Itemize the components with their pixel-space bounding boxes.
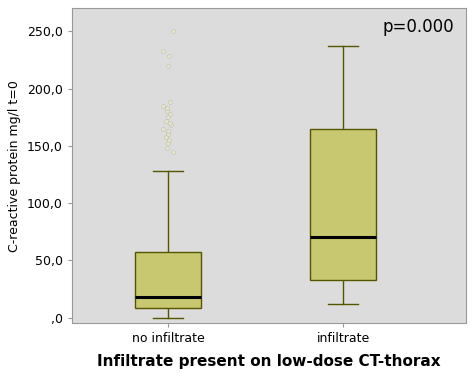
Point [166,99,173,105]
Point [164,109,171,115]
Point [165,54,173,60]
Y-axis label: C-reactive protein mg/l t=0: C-reactive protein mg/l t=0 [9,80,21,252]
Point [164,105,171,111]
Point [166,120,174,126]
Point [167,122,175,128]
Point [170,28,177,34]
Point [159,126,166,132]
Point [162,133,169,139]
Point [164,114,171,120]
X-axis label: Infiltrate present on low-dose CT-thorax: Infiltrate present on low-dose CT-thorax [97,354,440,369]
Point [163,145,170,151]
Point [165,137,173,143]
Point [164,131,172,137]
Text: p=0.000: p=0.000 [382,18,454,36]
Point [164,128,172,134]
Point [159,48,167,54]
Bar [135,252,201,308]
Bar [310,129,376,280]
Point [160,103,167,109]
Point [164,63,172,69]
Point [164,141,172,147]
Point [170,149,177,155]
Point [162,118,170,124]
Point [166,111,173,117]
